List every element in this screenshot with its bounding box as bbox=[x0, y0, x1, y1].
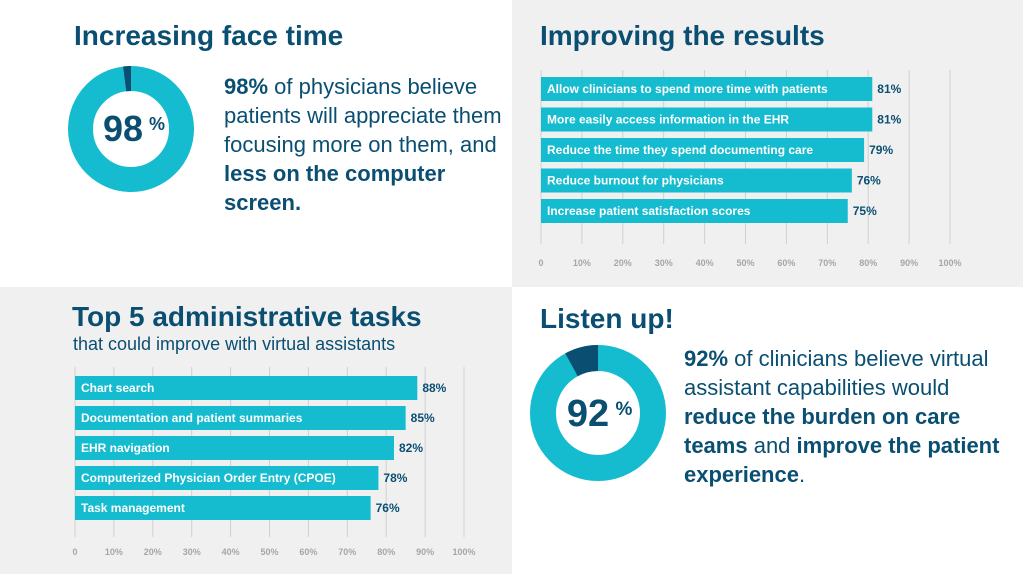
bar-category-label: Allow clinicians to spend more time with… bbox=[547, 82, 828, 96]
bar bbox=[75, 496, 371, 520]
tick-label: 60% bbox=[777, 258, 795, 268]
bar-value-label: 82% bbox=[399, 441, 423, 455]
bar bbox=[541, 199, 848, 223]
donut-percent-sign: % bbox=[616, 399, 633, 420]
bar-category-label: Chart search bbox=[81, 381, 154, 395]
bar-value-label: 79% bbox=[869, 143, 893, 157]
bar-category-label: Documentation and patient summaries bbox=[81, 411, 303, 425]
tick-label: 50% bbox=[736, 258, 754, 268]
listen-up-stat: 92% of clinicians believe virtual assist… bbox=[684, 346, 1000, 487]
admin-tasks-panel: Top 5 administrative tasks that could im… bbox=[0, 287, 512, 574]
tick-label: 40% bbox=[222, 547, 240, 557]
bar-value-label: 76% bbox=[857, 174, 881, 188]
tick-label: 100% bbox=[452, 547, 475, 557]
bar-value-label: 76% bbox=[376, 501, 400, 515]
bar bbox=[541, 168, 852, 193]
face-time-donut: 98 % bbox=[68, 66, 194, 192]
tick-label: 40% bbox=[696, 258, 714, 268]
admin-tasks-title: Top 5 administrative tasks bbox=[72, 301, 422, 332]
results-panel: Improving the results 0 10% 20% 30% 40% 50% 60… bbox=[512, 0, 1023, 287]
bar bbox=[541, 107, 873, 132]
bar-value-label: 81% bbox=[877, 113, 901, 127]
face-time-panel: Increasing face time 98 % 98% of physici… bbox=[0, 0, 512, 287]
tick-label: 20% bbox=[144, 547, 162, 557]
tick-label: 70% bbox=[818, 258, 836, 268]
bar-value-label: 81% bbox=[877, 82, 901, 96]
donut-percent-value: 98 bbox=[103, 108, 143, 149]
bar-category-label: Computerized Physician Order Entry (CPOE… bbox=[81, 471, 336, 485]
bar bbox=[75, 376, 418, 400]
bar-category-label: Reduce burnout for physicians bbox=[547, 174, 724, 188]
results-bar-chart: 0 10% 20% 30% 40% 50% 60% 70% 80% 90% 100% Allow cl… bbox=[538, 70, 962, 268]
donut-remainder-slice bbox=[565, 345, 598, 377]
tick-label: 90% bbox=[900, 258, 918, 268]
listen-up-donut: 92 % bbox=[530, 345, 666, 481]
donut-remainder-slice bbox=[123, 66, 131, 92]
tick-label: 60% bbox=[299, 547, 317, 557]
tick-label: 10% bbox=[105, 547, 123, 557]
tick-label: 0 bbox=[72, 547, 77, 557]
admin-tasks-bar-chart: 0 10% 20% 30% 40% 50% 60% 70% 80% 90% 100% Chart se… bbox=[72, 367, 476, 557]
bar bbox=[75, 406, 406, 430]
bar-value-label: 75% bbox=[853, 204, 877, 218]
tick-label: 0 bbox=[538, 258, 543, 268]
bar bbox=[75, 466, 379, 490]
donut-percent-sign: % bbox=[149, 114, 165, 134]
tick-label: 90% bbox=[416, 547, 434, 557]
tick-label: 50% bbox=[260, 547, 278, 557]
tick-label: 80% bbox=[377, 547, 395, 557]
bar-category-label: Reduce the time they spend documenting c… bbox=[547, 143, 813, 157]
bar-value-label: 85% bbox=[411, 411, 435, 425]
bar-category-label: More easily access information in the EH… bbox=[547, 113, 789, 127]
listen-up-panel: Listen up! 92 % 92% of clinicians believ… bbox=[512, 287, 1023, 574]
bar-category-label: Task management bbox=[81, 501, 185, 515]
face-time-stat: 98% of physicians believe patients will … bbox=[224, 74, 502, 215]
tick-label: 80% bbox=[859, 258, 877, 268]
bar-value-label: 78% bbox=[383, 471, 407, 485]
donut-percent-value: 92 bbox=[567, 393, 609, 435]
bar bbox=[541, 138, 865, 162]
tick-label: 30% bbox=[655, 258, 673, 268]
tick-label: 30% bbox=[183, 547, 201, 557]
admin-tasks-subtitle: that could improve with virtual assistan… bbox=[73, 334, 396, 354]
bar bbox=[75, 436, 394, 460]
tick-label: 10% bbox=[573, 258, 591, 268]
bar-category-label: Increase patient satisfaction scores bbox=[547, 204, 751, 218]
tick-label: 20% bbox=[614, 258, 632, 268]
face-time-title: Increasing face time bbox=[74, 20, 344, 51]
bar-category-label: EHR navigation bbox=[81, 441, 170, 455]
listen-up-title: Listen up! bbox=[540, 303, 674, 334]
tick-label: 100% bbox=[938, 258, 961, 268]
bar-value-label: 88% bbox=[422, 381, 446, 395]
results-title: Improving the results bbox=[540, 20, 825, 51]
tick-label: 70% bbox=[338, 547, 356, 557]
bar bbox=[541, 77, 873, 101]
